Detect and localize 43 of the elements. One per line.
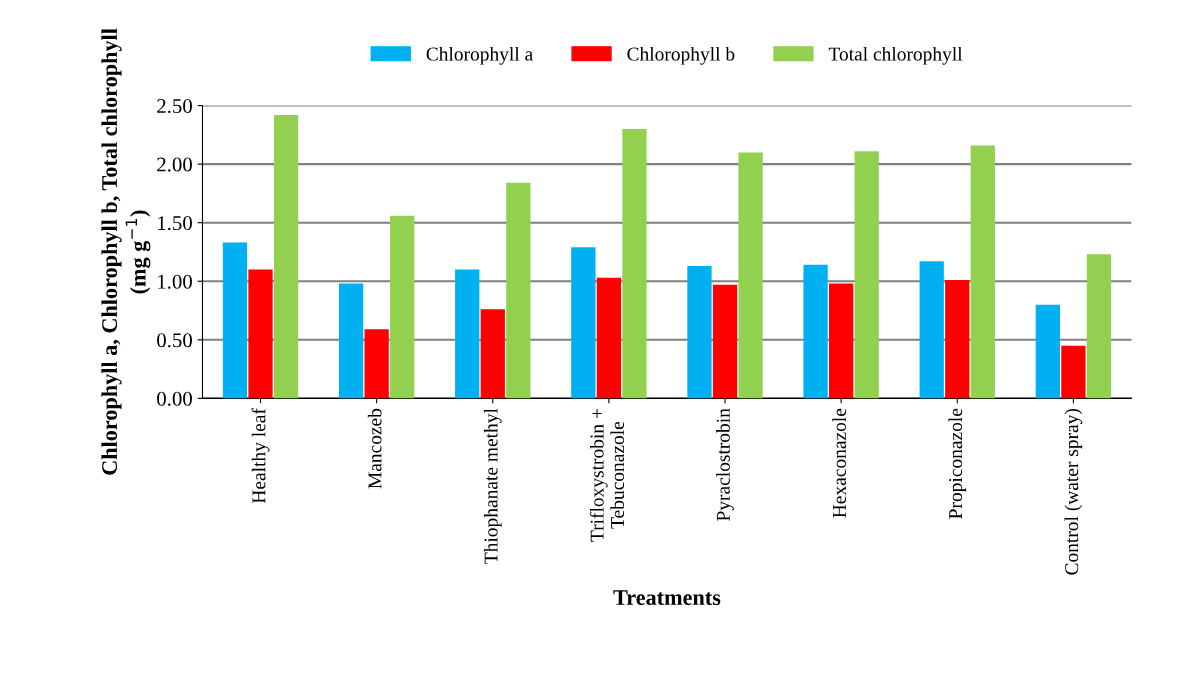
bar: [945, 280, 970, 399]
x-tick-label: Hexaconazole: [832, 408, 847, 518]
bar: [622, 128, 647, 399]
legend-label: Total chlorophyll: [828, 46, 963, 65]
bar: [829, 283, 854, 399]
bar: [338, 283, 364, 399]
y-tick-label: 1.00: [158, 274, 192, 289]
bar: [854, 151, 879, 399]
bar: [364, 329, 389, 399]
bar: [803, 264, 828, 399]
y-axis-title: Chlorophyll a, Chlorophyll b, Total chlorophyll (mg g$^{−1}$): [101, 28, 151, 475]
x-tick-label: Mancozeb: [367, 408, 382, 489]
legend-label: Chlorophyll b: [627, 46, 735, 65]
bar: [970, 145, 995, 399]
bar: [738, 152, 763, 399]
bar: [687, 266, 712, 399]
bar: [571, 247, 596, 399]
x-tick-label: Propiconazole: [948, 408, 967, 519]
y-tick-label: 1.50: [158, 216, 192, 231]
bar: [1061, 345, 1086, 399]
y-tick-label: 2.50: [157, 98, 192, 114]
bar: [222, 242, 248, 399]
bar: [248, 269, 273, 399]
x-tick-label: Pyraclostrobin: [716, 408, 734, 521]
x-tick-label: Trifloxystrobin + Tebuconazole: [589, 409, 625, 542]
y-tick-label: 0.00: [157, 391, 192, 406]
bar: [1086, 254, 1112, 399]
x-tick-label: Healthy leaf: [251, 408, 270, 504]
bar: [596, 277, 622, 399]
bar: [390, 215, 415, 399]
x-axis-title: Treatments: [613, 590, 721, 606]
x-tick-label: Control (water spray): [1064, 408, 1083, 575]
bar: [480, 309, 505, 399]
legend-label: Chlorophyll a: [426, 46, 533, 65]
bar: [919, 261, 944, 399]
x-tick-label: Thiophanate methyl: [483, 408, 502, 564]
bar: [455, 269, 480, 399]
bar: [1035, 304, 1060, 399]
y-tick-label: 2.00: [157, 157, 192, 172]
bar: [712, 284, 738, 399]
bar: [273, 114, 299, 399]
bar: [506, 182, 531, 399]
y-tick-label: 0.50: [157, 333, 192, 348]
